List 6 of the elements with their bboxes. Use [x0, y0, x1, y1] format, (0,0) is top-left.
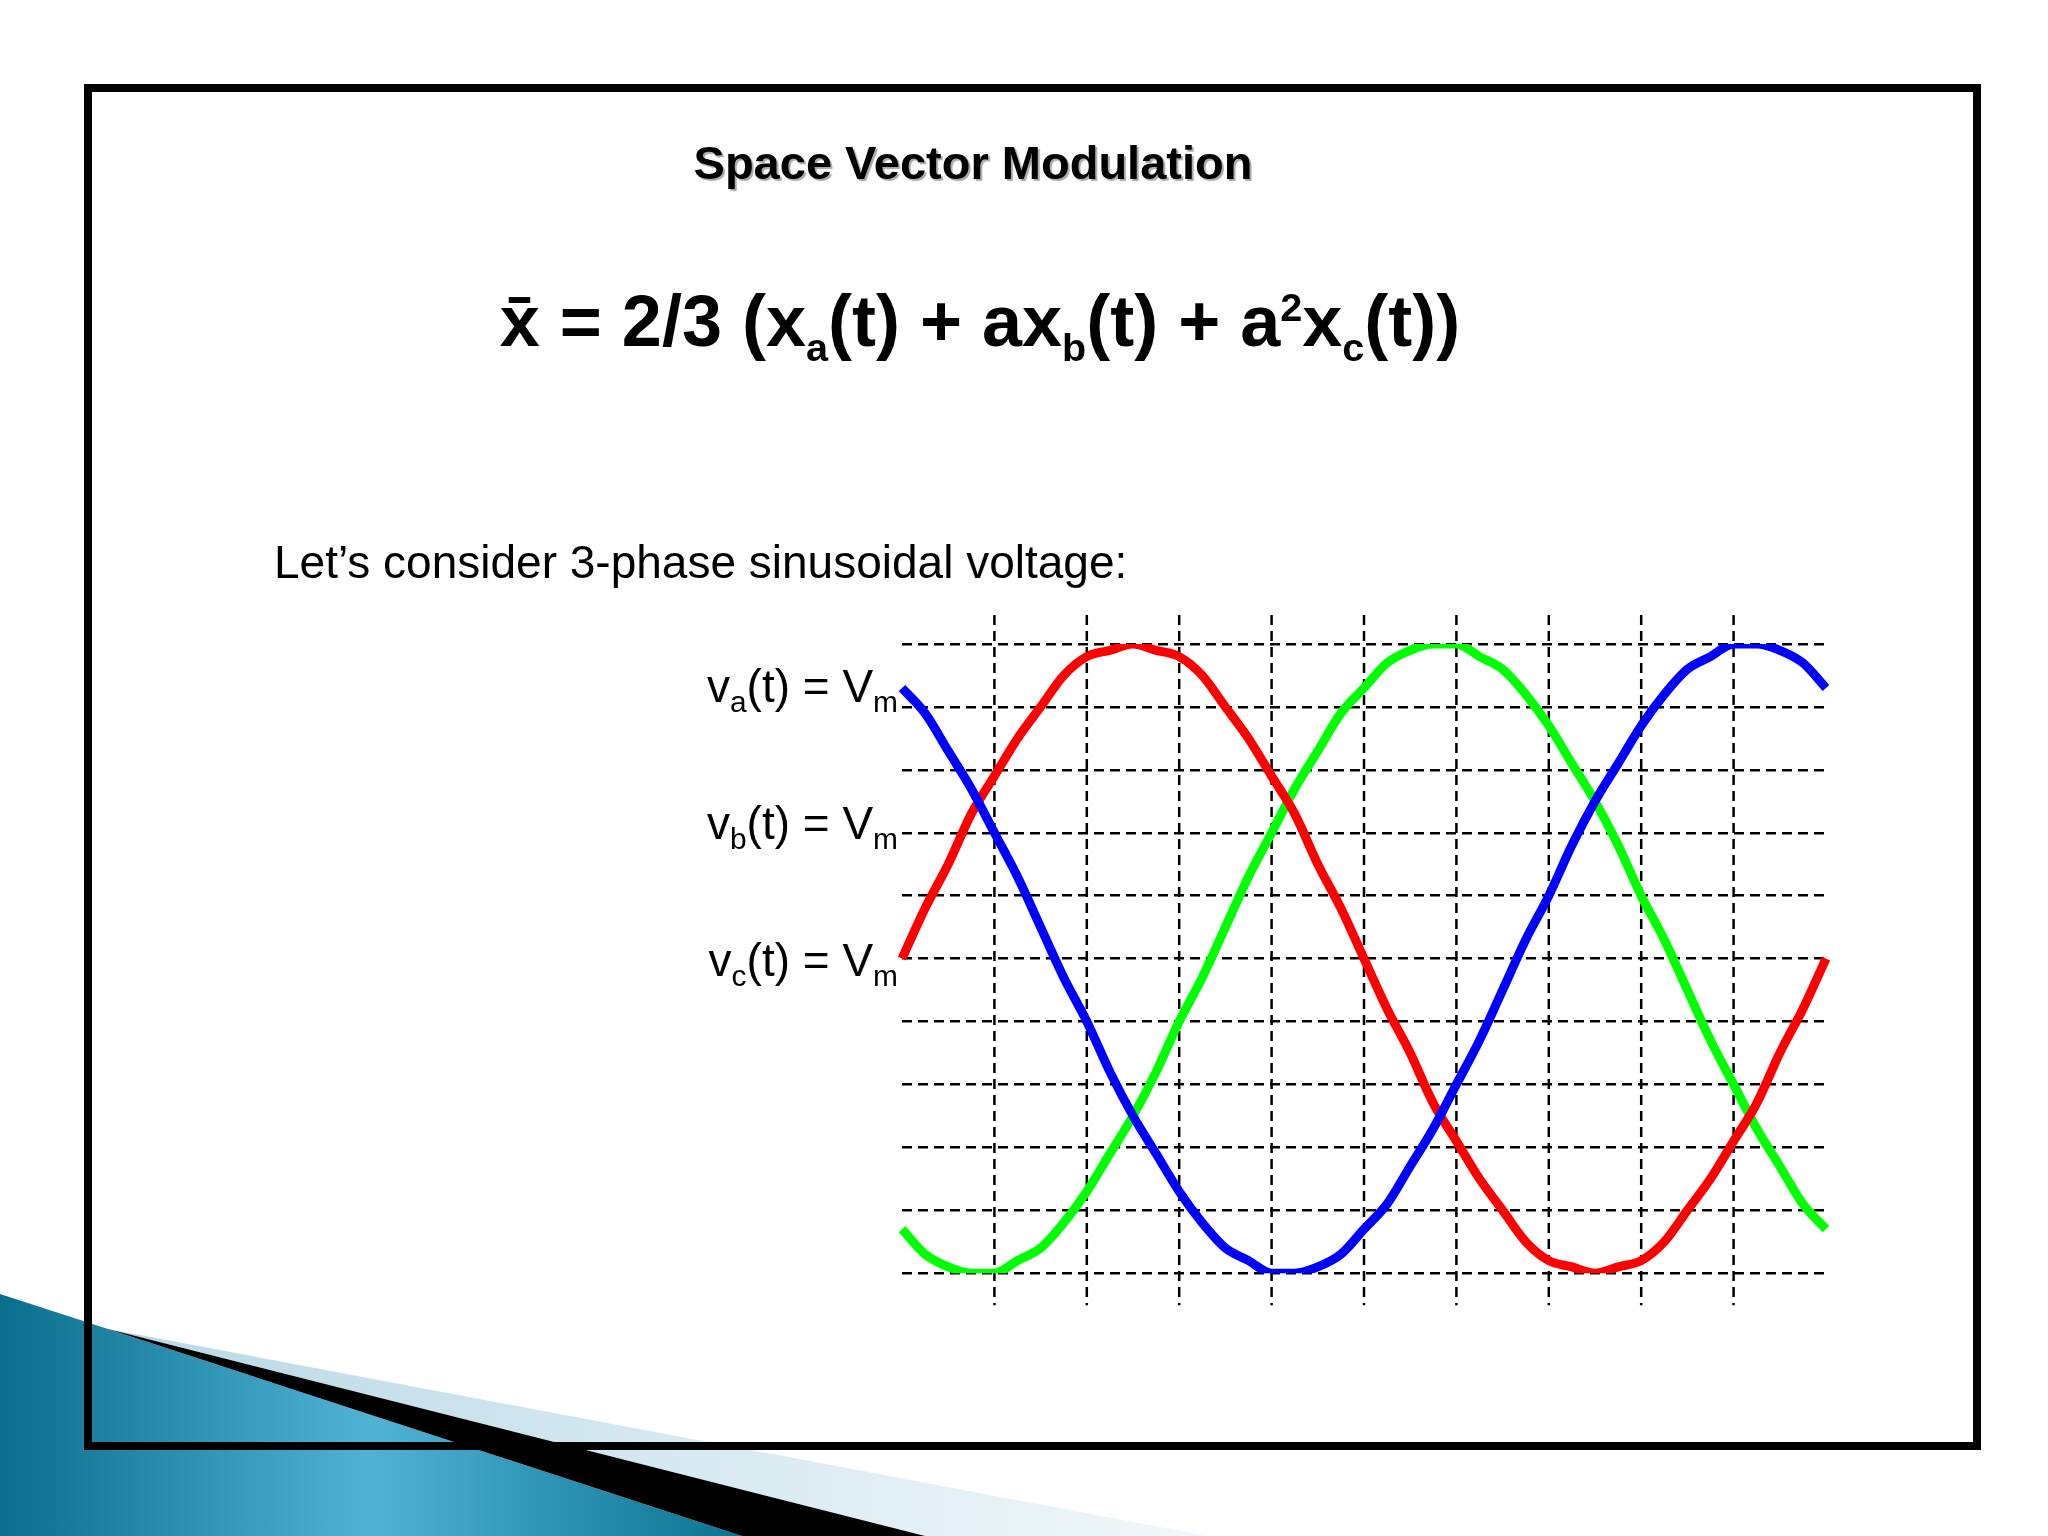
chart-title: Space Vector Modulation — [692, 136, 1254, 191]
text: Let’s consider 3-phase sinusoidal voltage: — [274, 536, 1128, 589]
text: v$_{c}$(t) = V$_{m}$ — [708, 934, 898, 994]
text: v$_{b}$(t) = V$_{m}$ — [706, 797, 898, 857]
text: x̄ = 2/3 (x$_{a}$(t) + ax$_{b}$(t) + a$^{2}$x$_{c}$(t)) — [499, 281, 1461, 370]
text: v$_{a}$(t) = V$_{m}$ — [706, 660, 898, 720]
